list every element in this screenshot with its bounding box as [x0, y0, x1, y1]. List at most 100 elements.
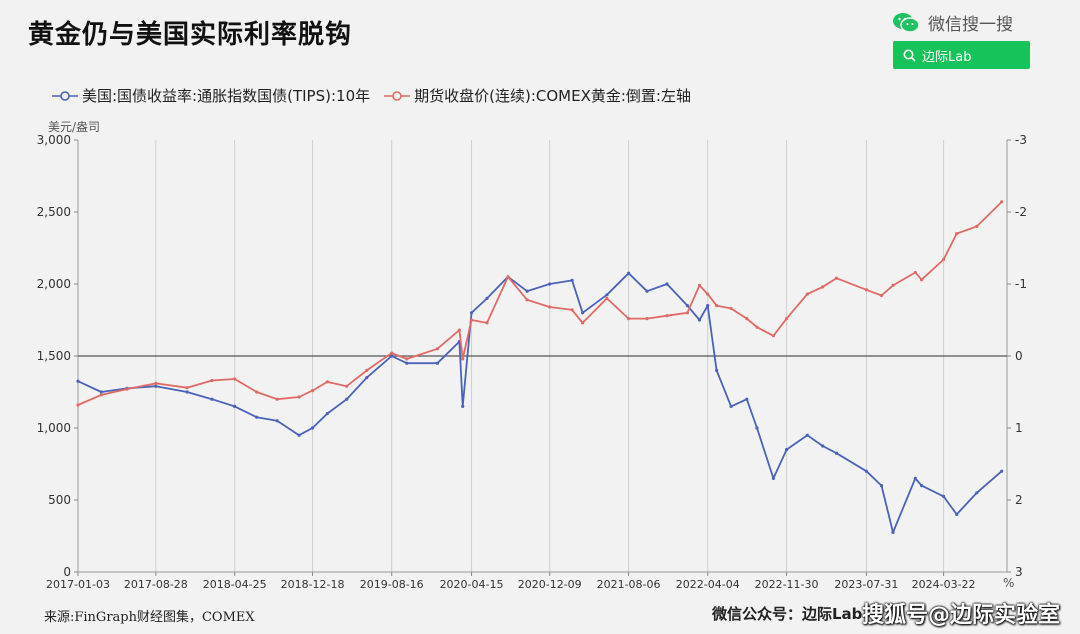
data-point-gold [125, 387, 129, 391]
data-point-tips [570, 278, 574, 282]
data-point-tips [469, 311, 474, 315]
data-point-tips [99, 390, 103, 394]
data-point-tips [955, 512, 959, 517]
data-point-gold [185, 386, 189, 390]
data-point-tips [645, 289, 649, 293]
data-point-tips [185, 390, 189, 394]
data-point-gold [755, 325, 759, 329]
right-tick-label: -2 [1015, 205, 1027, 219]
data-point-tips [581, 311, 585, 315]
legend-label-tips: 美国:国债收益率:通胀指数国债(TIPS):10年 [82, 87, 371, 105]
data-point-gold [457, 328, 461, 332]
right-axis-unit: % [1003, 576, 1015, 590]
data-point-gold [506, 275, 510, 279]
data-point-tips [310, 426, 315, 430]
x-tick-label: 2023-07-31 [834, 578, 898, 591]
data-point-tips [435, 361, 439, 365]
data-point-gold [821, 285, 825, 289]
data-point-tips [525, 289, 529, 293]
data-point-gold [879, 293, 884, 298]
data-point-tips [461, 404, 465, 408]
x-tick-label: 2022-11-30 [755, 578, 819, 591]
x-tick-label: 2018-12-18 [281, 578, 345, 591]
data-point-tips [879, 484, 884, 488]
data-point-gold [891, 283, 895, 287]
left-tick-label: 2,500 [37, 205, 71, 219]
data-point-gold [297, 395, 301, 399]
data-point-tips [706, 304, 710, 308]
data-point-tips [715, 368, 719, 372]
source-note: 来源:FinGraph财经图集，COMEX [44, 610, 255, 625]
data-point-tips [485, 296, 489, 300]
data-point-gold [697, 283, 702, 287]
x-tick-label: 2022-04-04 [676, 578, 740, 591]
x-tick-label: 2021-08-06 [597, 578, 661, 591]
x-tick-label: 2017-08-28 [124, 578, 188, 591]
data-point-tips [755, 426, 759, 430]
data-point-tips [233, 404, 237, 408]
data-point-gold [365, 368, 369, 372]
left-tick-label: 1,000 [37, 421, 71, 435]
right-tick-label: 1 [1015, 421, 1023, 435]
data-point-tips [297, 433, 301, 437]
data-point-gold [210, 378, 214, 383]
right-tick-label: 0 [1015, 349, 1023, 363]
wechat-icon [893, 12, 920, 33]
data-point-gold [405, 357, 409, 361]
data-point-tips [821, 444, 825, 448]
data-point-tips [605, 293, 609, 297]
data-point-tips [390, 354, 394, 358]
data-point-gold [729, 306, 733, 311]
data-point-gold [345, 384, 349, 388]
data-point-tips [154, 384, 158, 388]
data-point-gold [975, 224, 979, 228]
data-point-tips [697, 318, 702, 322]
data-point-gold [785, 317, 789, 321]
data-point-gold [715, 304, 719, 308]
data-point-gold [548, 305, 552, 309]
data-point-tips [785, 448, 789, 452]
data-point-gold [275, 397, 279, 401]
data-point-gold [581, 321, 585, 325]
left-axis-unit: 美元/盎司 [48, 120, 101, 134]
data-point-gold [469, 318, 474, 322]
search-label: 边际Lab [922, 49, 972, 65]
right-tick-label: -3 [1015, 133, 1027, 147]
data-point-tips [805, 433, 809, 437]
legend-swatch-tips [52, 90, 78, 101]
data-point-tips [76, 379, 80, 383]
series-line-tips [77, 272, 1003, 534]
data-point-tips [729, 404, 733, 408]
data-point-tips [548, 282, 552, 286]
data-point-tips [864, 469, 869, 473]
x-tick-label: 2019-08-16 [360, 578, 424, 591]
data-point-tips [834, 451, 839, 455]
left-tick-label: 2,000 [37, 277, 71, 291]
data-point-tips [665, 282, 669, 286]
data-point-gold [627, 317, 631, 321]
data-point-gold [435, 347, 439, 351]
legend-label-gold: 期货收盘价(连续):COMEX黄金:倒置:左轴 [414, 87, 691, 105]
data-point-tips [771, 476, 776, 480]
search-icon [903, 49, 916, 62]
data-point-gold [525, 298, 529, 302]
data-point-gold [942, 257, 946, 262]
data-point-tips [942, 494, 946, 498]
data-point-gold [76, 403, 80, 407]
data-point-gold [834, 276, 839, 280]
data-point-gold [99, 393, 103, 397]
data-point-gold [1000, 200, 1004, 204]
search-button[interactable]: 边际Lab [893, 41, 1030, 69]
sohu-watermark: 搜狐号@边际实验室 [862, 603, 1061, 628]
data-point-gold [771, 334, 776, 338]
left-tick-label: 0 [63, 565, 71, 579]
data-point-gold [390, 351, 394, 355]
data-point-gold [685, 311, 690, 315]
data-point-gold [920, 278, 924, 282]
data-point-tips [255, 415, 259, 419]
data-point-gold [310, 389, 315, 393]
right-tick-label: 2 [1015, 493, 1023, 507]
left-tick-label: 3,000 [37, 133, 71, 147]
wechat-label: 微信搜一搜 [928, 15, 1013, 35]
